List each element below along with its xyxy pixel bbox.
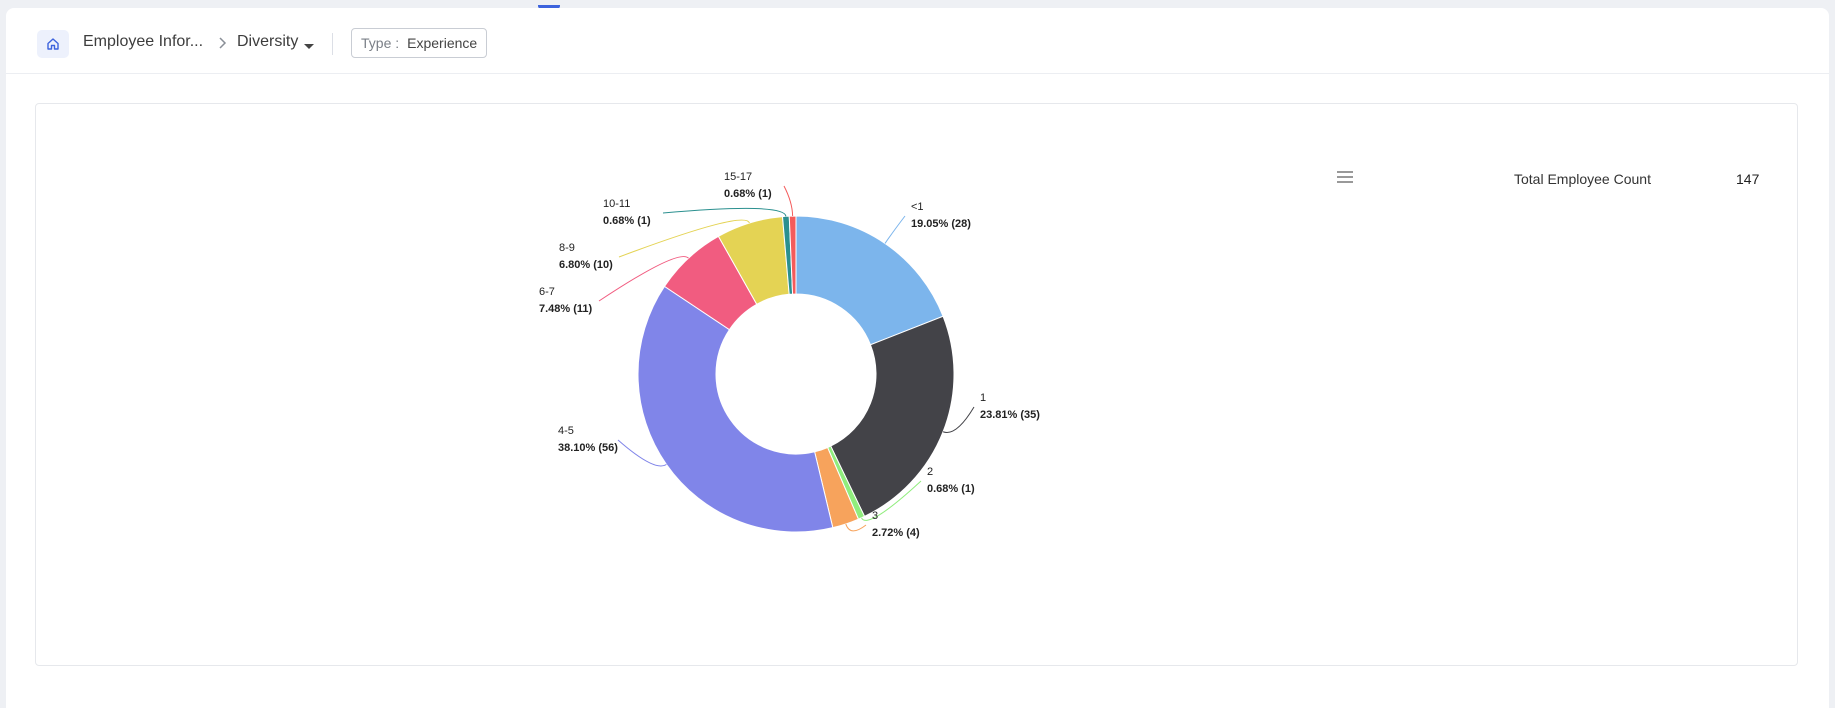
connector-line <box>617 439 667 467</box>
slice-category-label: 1 <box>980 392 986 404</box>
chart-card: <1 19.05% (28) 1 23.81% (35) 2 0.68% (1) 3 2.72… <box>35 103 1798 666</box>
connector-line <box>942 406 975 433</box>
connector-line <box>884 215 906 244</box>
type-filter-value: Experience <box>407 35 478 51</box>
home-icon <box>47 38 59 50</box>
slice-category-label: 4-5 <box>558 425 574 437</box>
caret-down-icon[interactable] <box>304 44 314 49</box>
connector-line <box>783 185 794 217</box>
slice-category-label: 6-7 <box>539 286 555 298</box>
pie-slice-15-17[interactable] <box>788 215 797 295</box>
connector-line <box>598 256 689 302</box>
slice-category-label: <1 <box>911 201 924 213</box>
slice-category-label: 2 <box>927 466 933 478</box>
chevron-right-icon <box>219 37 227 49</box>
slice-value-label: 19.05% (28) <box>911 218 971 230</box>
slice-category-label: 8-9 <box>559 242 575 254</box>
active-tab-indicator <box>538 5 560 9</box>
total-employee-count-label: Total Employee Count <box>1514 171 1651 187</box>
type-filter-label: Type : <box>361 35 400 51</box>
header-bar: Employee Infor... Diversity Type : Exper… <box>6 8 1829 74</box>
breadcrumb-employee-information[interactable]: Employee Infor... <box>83 33 204 50</box>
slice-value-label: 2.72% (4) <box>872 527 920 539</box>
connector-line <box>845 523 867 532</box>
home-button[interactable] <box>37 30 69 58</box>
slice-value-label: 38.10% (56) <box>558 442 618 454</box>
pie-slice-1[interactable] <box>795 215 944 346</box>
slice-value-label: 0.68% (1) <box>927 483 975 495</box>
type-filter-button[interactable]: Type : Experience <box>351 28 488 58</box>
slice-category-label: 3 <box>872 510 878 522</box>
connector-line <box>861 480 922 521</box>
slice-value-label: 6.80% (10) <box>559 259 613 271</box>
slice-category-label: 10-11 <box>603 198 630 210</box>
hamburger-menu-icon[interactable] <box>1336 169 1354 185</box>
breadcrumb-diversity[interactable]: Diversity <box>237 33 299 50</box>
donut-chart: <1 19.05% (28) 1 23.81% (35) 2 0.68% (1) 3 2.72… <box>539 171 1040 539</box>
slice-value-label: 7.48% (11) <box>539 303 593 315</box>
connector-line <box>662 207 787 217</box>
slice-value-label: 0.68% (1) <box>724 188 772 200</box>
total-employee-count-value: 147 <box>1736 171 1760 187</box>
pie-slice-1[interactable] <box>830 315 955 518</box>
connector-line <box>618 219 750 258</box>
slice-value-label: 23.81% (35) <box>980 409 1040 421</box>
page-container: Employee Infor... Diversity Type : Exper… <box>6 8 1829 708</box>
pie-slice-4-5[interactable] <box>637 285 834 533</box>
header-divider <box>332 33 333 55</box>
slice-category-label: 15-17 <box>724 171 752 183</box>
slice-value-label: 0.68% (1) <box>603 215 651 227</box>
